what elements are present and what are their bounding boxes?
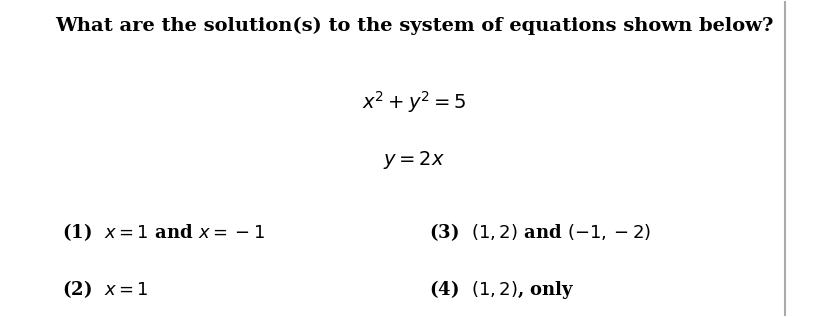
Text: $y = 2x$: $y = 2x$ [383,149,444,171]
Text: (1)  $x = 1$ and $x = -1$: (1) $x = 1$ and $x = -1$ [62,221,265,243]
Text: (4)  $(1, 2)$, only: (4) $(1, 2)$, only [428,278,574,301]
Text: $x^2 + y^2 = 5$: $x^2 + y^2 = 5$ [361,89,466,115]
Text: What are the solution(s) to the system of equations shown below?: What are the solution(s) to the system o… [55,17,772,36]
Text: (2)  $x = 1$: (2) $x = 1$ [62,278,149,300]
Text: (3)  $(1, 2)$ and $(-1, -2)$: (3) $(1, 2)$ and $(-1, -2)$ [428,221,650,243]
